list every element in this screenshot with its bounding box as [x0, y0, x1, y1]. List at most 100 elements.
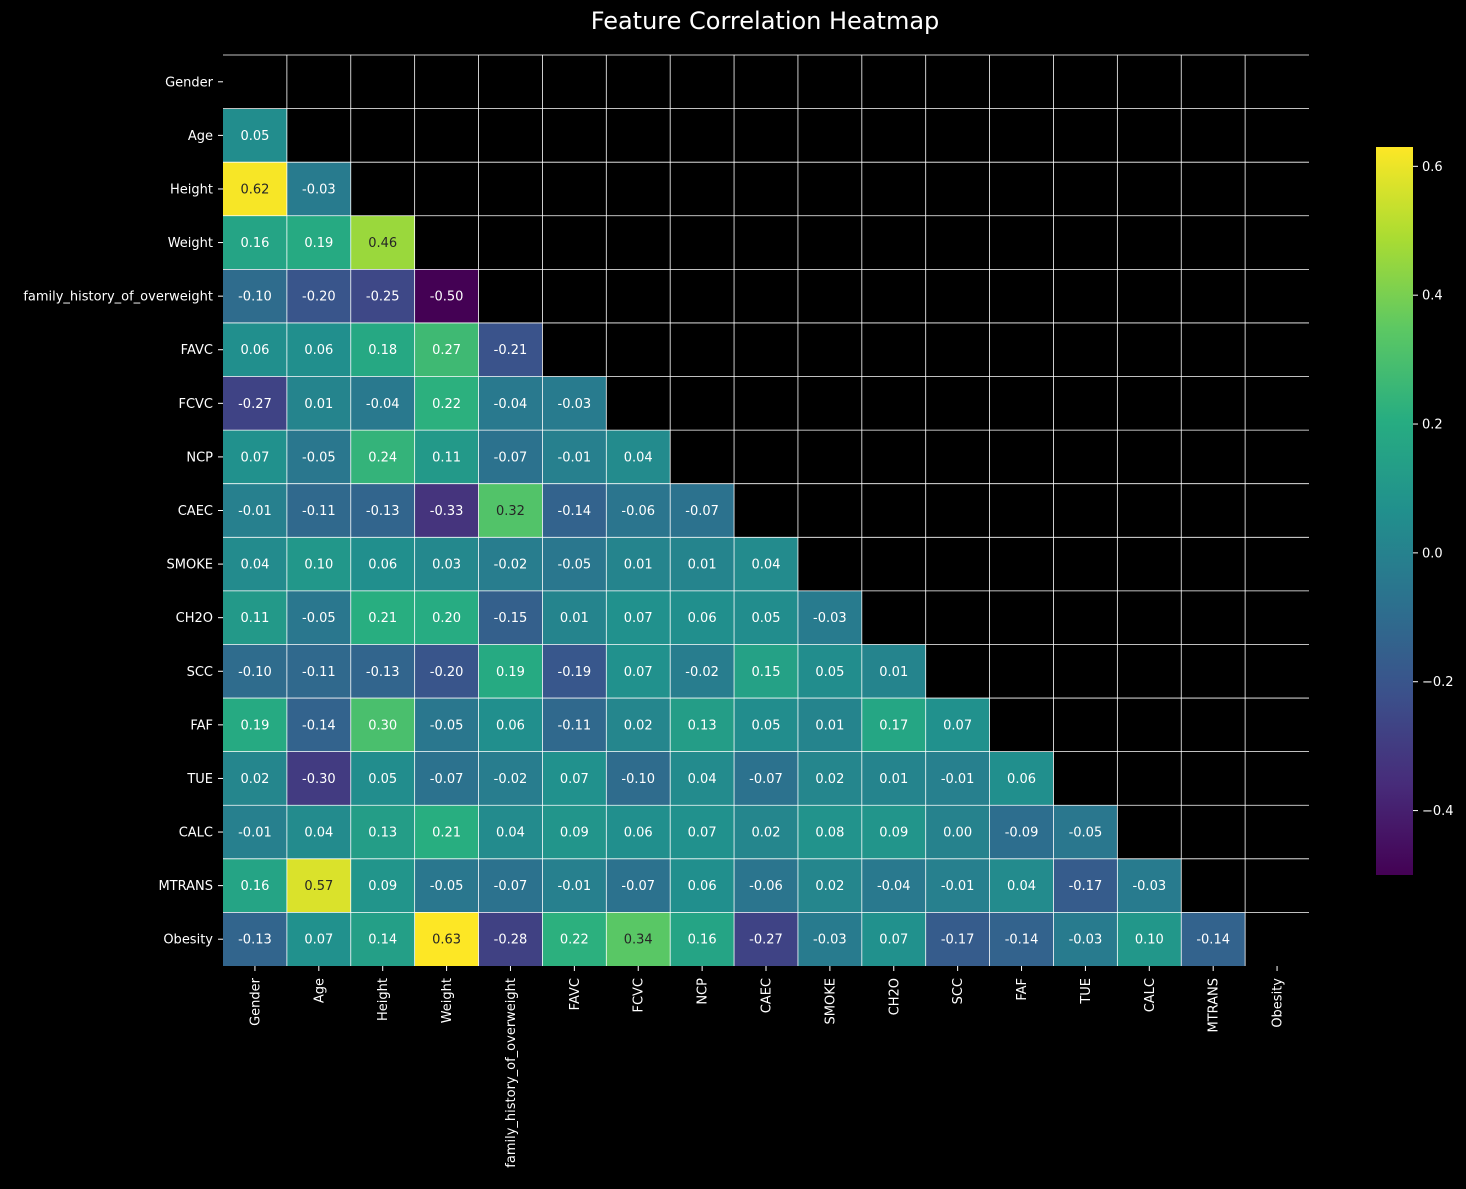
- cell-value-SCC-NCP: -0.02: [685, 665, 719, 680]
- cell-value-CALC-CH2O: 0.09: [879, 826, 908, 841]
- heatmap-cell-MTRANS-family_history_of_overweight: [478, 858, 543, 913]
- heatmap-cell-TUE-CH2O: [861, 751, 926, 806]
- cell-value-FAF-CAEC: 0.05: [752, 718, 781, 733]
- heatmap-cell-CALC-CAEC: [734, 805, 798, 859]
- cell-value-Obesity-FAF: -0.14: [1005, 933, 1039, 948]
- cell-value-CALC-family_history_of_overweight: 0.04: [496, 826, 525, 841]
- heatmap-cell-CALC-FCVC: [606, 805, 671, 859]
- cell-value-TUE-Weight: -0.07: [430, 772, 464, 787]
- y-tick-label-MTRANS: MTRANS: [158, 879, 213, 894]
- heatmap-cell-TUE-family_history_of_overweight: [478, 751, 543, 806]
- cell-value-Obesity-SCC: -0.17: [941, 933, 975, 948]
- x-tick-label-CALC: CALC: [1143, 978, 1158, 1012]
- x-tick-label-Height: Height: [376, 978, 391, 1021]
- cell-value-MTRANS-FAF: 0.04: [1007, 879, 1036, 894]
- colorbar-bar: [1376, 147, 1413, 875]
- cell-value-TUE-family_history_of_overweight: -0.02: [494, 772, 528, 787]
- heatmap-cell-FAF-SCC: [925, 698, 990, 752]
- heatmap-cell-MTRANS-CAEC: [734, 858, 798, 913]
- heatmap-cell-TUE-SMOKE: [797, 751, 862, 806]
- heatmap-cells: 0.05 0.62 -0.03 0.16 0.19 0.46 -0.10 -0.20 -0.25…: [223, 108, 1246, 966]
- heatmap-cell-Obesity-CALC: [1117, 912, 1182, 966]
- cell-value-TUE-Age: -0.30: [302, 772, 336, 787]
- heatmap-cell-NCP-FAVC: [542, 430, 607, 484]
- heatmap-cell-TUE-FAF: [989, 751, 1054, 806]
- y-axis-tick-labels: Gender Age Height Weight family_history_of_o…: [23, 75, 223, 948]
- x-tick-label-family_history_of_overweight: family_history_of_overweight: [504, 978, 519, 1168]
- y-tick-label-NCP: NCP: [186, 450, 213, 465]
- heatmap-cell-SMOKE-CAEC: [734, 537, 798, 591]
- heatmap-cell-FAVC-Age: [286, 322, 351, 377]
- cell-value-MTRANS-FCVC: -0.07: [621, 879, 655, 894]
- heatmap-cell-Obesity-Gender: [223, 912, 287, 966]
- cell-value-CALC-CAEC: 0.02: [752, 826, 781, 841]
- heatmap-cell-FAF-Height: [350, 698, 415, 752]
- y-tick-label-Gender: Gender: [165, 75, 214, 90]
- heatmap-cell-CALC-Age: [286, 805, 351, 859]
- heatmap-cell-Height-Gender: [223, 162, 287, 216]
- heatmap-cell-Obesity-family_history_of_overweight: [478, 912, 543, 966]
- cell-value-SMOKE-FCVC: 0.01: [624, 558, 653, 573]
- cell-value-CALC-Height: 0.13: [368, 826, 397, 841]
- cell-value-Weight-Age: 0.19: [304, 236, 333, 251]
- y-tick-label-FAVC: FAVC: [181, 343, 213, 358]
- cell-value-SMOKE-Gender: 0.04: [240, 558, 269, 573]
- y-tick-label-FAF: FAF: [190, 718, 213, 733]
- heatmap-cell-SCC-CAEC: [734, 644, 798, 699]
- heatmap-cell-Obesity-FCVC: [606, 912, 671, 966]
- colorbar-tick-label: −0.2: [1422, 675, 1454, 690]
- heatmap-cell-CH2O-family_history_of_overweight: [478, 590, 543, 645]
- heatmap-cell-SMOKE-Gender: [223, 537, 287, 591]
- cell-value-FAF-Gender: 0.19: [240, 718, 269, 733]
- heatmap-cell-FAF-Gender: [223, 698, 287, 752]
- heatmap-cell-Obesity-CH2O: [861, 912, 926, 966]
- heatmap-cell-SMOKE-Weight: [414, 537, 479, 591]
- heatmap-cell-SMOKE-FCVC: [606, 537, 671, 591]
- heatmap-cell-Obesity-FAF: [989, 912, 1054, 966]
- cell-value-SCC-Age: -0.11: [302, 665, 336, 680]
- cell-value-TUE-NCP: 0.04: [688, 772, 717, 787]
- heatmap-cell-Obesity-MTRANS: [1181, 912, 1246, 966]
- heatmap-cell-MTRANS-Age: [286, 858, 351, 913]
- heatmap-cell-CALC-Weight: [414, 805, 479, 859]
- cell-value-Obesity-Height: 0.14: [368, 933, 397, 948]
- heatmap-cell-SCC-Age: [286, 644, 351, 699]
- cell-value-family_history_of_overweight-Weight: -0.50: [430, 290, 464, 305]
- cell-value-SMOKE-CAEC: 0.04: [752, 558, 781, 573]
- cell-value-Obesity-SMOKE: -0.03: [813, 933, 847, 948]
- cell-value-FCVC-Height: -0.04: [366, 397, 400, 412]
- y-tick-label-SMOKE: SMOKE: [167, 558, 213, 573]
- cell-value-MTRANS-Weight: -0.05: [430, 879, 464, 894]
- heatmap-cell-NCP-FCVC: [606, 430, 671, 484]
- cell-value-FCVC-FAVC: -0.03: [558, 397, 592, 412]
- cell-value-TUE-CAEC: -0.07: [749, 772, 783, 787]
- cell-value-Obesity-FAVC: 0.22: [560, 933, 589, 948]
- heatmap-cell-FAVC-Gender: [223, 322, 287, 377]
- x-tick-label-FAF: FAF: [1015, 978, 1030, 1001]
- heatmap-cell-SMOKE-Age: [286, 537, 351, 591]
- cell-value-CAEC-Weight: -0.33: [430, 504, 464, 519]
- heatmap-cell-CH2O-Height: [350, 590, 415, 645]
- cell-value-CALC-Age: 0.04: [304, 826, 333, 841]
- heatmap-cell-SCC-family_history_of_overweight: [478, 644, 543, 699]
- heatmap-cell-FAVC-Weight: [414, 322, 479, 377]
- cell-value-SCC-Height: -0.13: [366, 665, 400, 680]
- heatmap-cell-CALC-FAVC: [542, 805, 607, 859]
- heatmap-cell-SCC-FCVC: [606, 644, 671, 699]
- cell-value-NCP-FAVC: -0.01: [558, 450, 592, 465]
- heatmap-cell-FAF-NCP: [670, 698, 735, 752]
- heatmap-cell-FAF-family_history_of_overweight: [478, 698, 543, 752]
- heatmap-cell-MTRANS-CALC: [1117, 858, 1182, 913]
- heatmap-cell-SMOKE-FAVC: [542, 537, 607, 591]
- heatmap-cell-MTRANS-Height: [350, 858, 415, 913]
- heatmap-cell-CH2O-CAEC: [734, 590, 798, 645]
- cell-value-CH2O-family_history_of_overweight: -0.15: [494, 611, 528, 626]
- cell-value-FAF-family_history_of_overweight: 0.06: [496, 718, 525, 733]
- cell-value-FAVC-Gender: 0.06: [240, 343, 269, 358]
- colorbar-tick-label: 0.0: [1422, 546, 1443, 561]
- heatmap-cell-Obesity-SCC: [925, 912, 990, 966]
- cell-value-TUE-FAVC: 0.07: [560, 772, 589, 787]
- heatmap-cell-CAEC-Age: [286, 483, 351, 538]
- heatmap-cell-CH2O-NCP: [670, 590, 735, 645]
- heatmap-cell-SCC-Height: [350, 644, 415, 699]
